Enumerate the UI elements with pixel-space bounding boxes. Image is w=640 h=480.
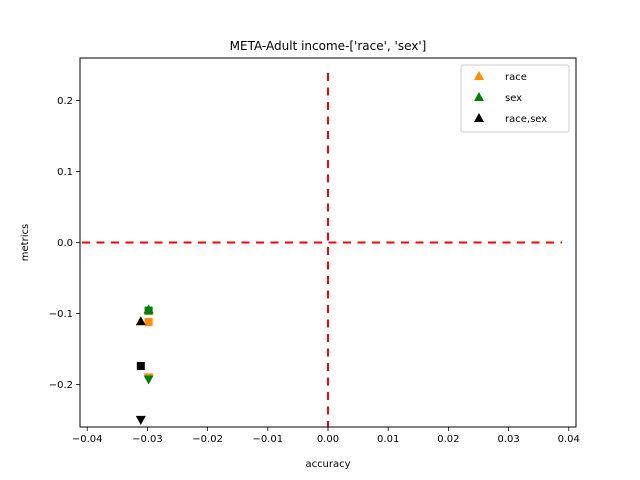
legend-box bbox=[460, 64, 570, 133]
data-point-sex-triangle-down bbox=[143, 375, 154, 385]
data-point-race-sex-triangle-up bbox=[135, 316, 146, 326]
legend-label: race bbox=[505, 72, 527, 83]
legend-marker-icon bbox=[474, 71, 484, 80]
legend: race sex race,sex bbox=[460, 64, 570, 133]
legend-label: race,sex bbox=[505, 114, 547, 125]
x-axis-label: accuracy bbox=[305, 459, 350, 470]
x-tick-label: −0.03 bbox=[132, 434, 163, 445]
data-point-race-sex-triangle-down bbox=[135, 415, 146, 425]
series-sex bbox=[143, 304, 154, 385]
legend-marker-icon bbox=[474, 113, 484, 122]
chart-title: META-Adult income-['race', 'sex'] bbox=[230, 39, 427, 53]
x-tick-label: −0.02 bbox=[192, 434, 223, 445]
y-tick-label: 0.1 bbox=[57, 167, 73, 178]
x-tick-label: −0.01 bbox=[252, 434, 283, 445]
y-tick-label: 0.2 bbox=[57, 96, 73, 107]
x-axis-ticks: −0.04 −0.03 −0.02 −0.01 0.00 0.01 0.02 0.03 0.04 bbox=[72, 427, 580, 445]
x-tick-label: 0.04 bbox=[558, 434, 580, 445]
reference-lines bbox=[82, 73, 562, 427]
legend-marker-icon bbox=[474, 92, 484, 101]
series-race-sex bbox=[135, 316, 146, 425]
legend-items: race sex race,sex bbox=[474, 71, 547, 125]
x-tick-label: 0.02 bbox=[437, 434, 459, 445]
legend-label: sex bbox=[505, 93, 522, 104]
y-tick-label: −0.2 bbox=[49, 380, 73, 391]
x-tick-label: −0.04 bbox=[72, 434, 103, 445]
x-tick-label: 0.03 bbox=[497, 434, 519, 445]
data-markers bbox=[135, 304, 154, 425]
data-point-sex-square bbox=[144, 306, 153, 315]
y-axis-label: metrics bbox=[20, 224, 31, 261]
y-axis-ticks: 0.2 0.1 0.0 −0.1 −0.2 bbox=[49, 96, 80, 391]
x-tick-label: 0.00 bbox=[317, 434, 339, 445]
y-tick-label: 0.0 bbox=[57, 238, 73, 249]
y-tick-label: −0.1 bbox=[49, 309, 73, 320]
x-tick-label: 0.01 bbox=[377, 434, 399, 445]
data-point-race-square bbox=[144, 317, 153, 326]
data-point-race-sex-square bbox=[136, 361, 145, 370]
